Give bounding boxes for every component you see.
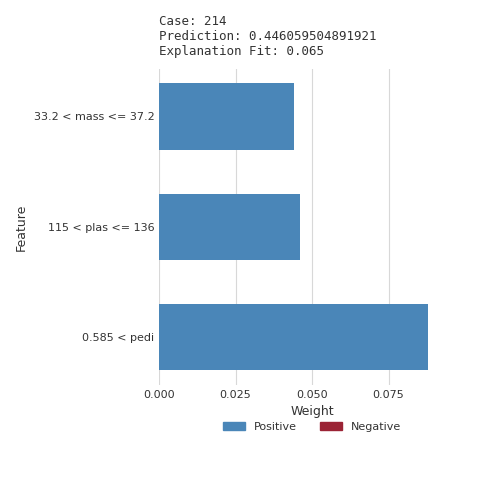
Y-axis label: Feature: Feature — [15, 203, 28, 251]
Legend: Positive, Negative: Positive, Negative — [219, 417, 406, 436]
Bar — [159, 83, 294, 150]
Bar — [159, 304, 428, 371]
X-axis label: Weight: Weight — [290, 405, 334, 418]
Bar — [159, 194, 300, 260]
Text: Case: 214
Prediction: 0.446059504891921
Explanation Fit: 0.065: Case: 214 Prediction: 0.446059504891921 … — [159, 15, 377, 58]
